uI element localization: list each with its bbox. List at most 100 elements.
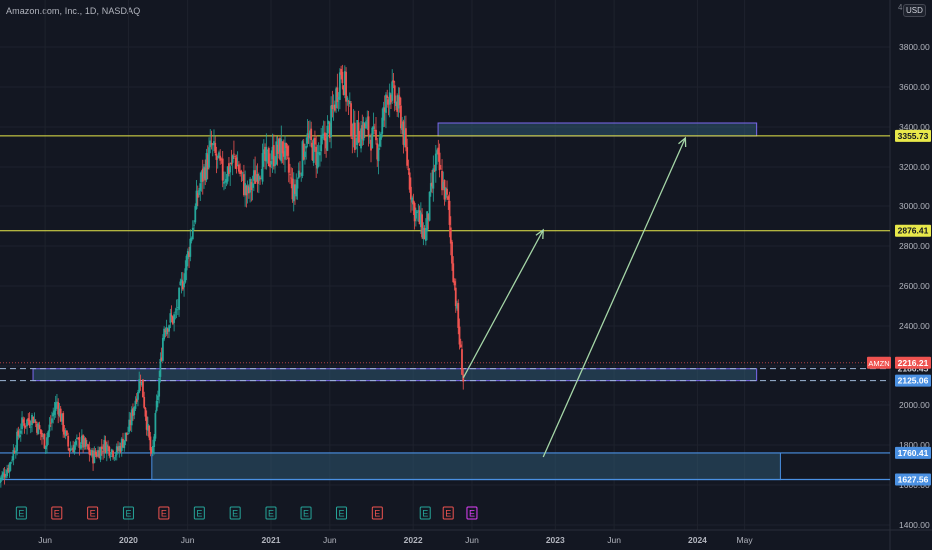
candle bbox=[194, 206, 197, 223]
candle bbox=[147, 423, 149, 431]
candle bbox=[266, 149, 269, 151]
candle bbox=[345, 71, 347, 102]
candle bbox=[282, 151, 285, 157]
candle bbox=[461, 349, 463, 375]
candle bbox=[148, 425, 151, 438]
candle bbox=[328, 123, 331, 139]
candle bbox=[41, 432, 43, 438]
candle bbox=[397, 95, 400, 109]
earnings-marker-label: E bbox=[161, 509, 167, 519]
candle bbox=[108, 446, 111, 456]
candle bbox=[109, 455, 112, 457]
price-tick-label: 1800.00 bbox=[899, 440, 930, 450]
candle bbox=[181, 281, 184, 290]
candle bbox=[249, 178, 252, 193]
candle bbox=[449, 227, 452, 244]
candle bbox=[291, 178, 294, 200]
candle bbox=[448, 200, 451, 225]
candle bbox=[245, 186, 248, 196]
candle bbox=[277, 138, 280, 152]
candle bbox=[441, 171, 443, 191]
candle bbox=[290, 177, 293, 179]
price-tick-label: 3000.00 bbox=[899, 201, 930, 211]
candle bbox=[264, 146, 266, 161]
candle bbox=[102, 450, 104, 452]
candle bbox=[193, 224, 195, 226]
candle bbox=[261, 153, 264, 182]
candle bbox=[123, 440, 126, 449]
candle bbox=[150, 448, 153, 453]
earnings-marker: E bbox=[442, 506, 454, 520]
candle bbox=[341, 71, 344, 84]
candle bbox=[406, 147, 409, 166]
currency-badge[interactable]: USD bbox=[903, 4, 926, 17]
candle bbox=[164, 330, 167, 333]
candle bbox=[270, 161, 273, 165]
candle bbox=[74, 440, 77, 445]
symbol-title: Amazon.com, Inc., 1D, NASDAQ bbox=[6, 6, 141, 16]
candle bbox=[14, 450, 17, 454]
candle bbox=[409, 186, 412, 200]
candle bbox=[372, 126, 375, 129]
support-price-label-text: 1627.56 bbox=[898, 474, 929, 484]
candle bbox=[163, 328, 166, 340]
candle bbox=[180, 279, 183, 283]
earnings-marker-label: E bbox=[90, 509, 96, 519]
candle bbox=[82, 435, 85, 448]
candle bbox=[437, 147, 440, 155]
candle bbox=[28, 419, 31, 426]
resistance-price-label-bg bbox=[895, 224, 931, 237]
scale-mode-indicator[interactable]: 4 bbox=[898, 3, 903, 12]
candle bbox=[457, 302, 460, 328]
candle bbox=[362, 121, 365, 141]
candle bbox=[78, 437, 81, 448]
candle bbox=[161, 338, 164, 361]
candle bbox=[9, 462, 12, 464]
candle bbox=[377, 148, 380, 162]
candle bbox=[260, 178, 263, 180]
candle bbox=[269, 164, 271, 168]
resistance-zone bbox=[437, 122, 758, 137]
candle bbox=[275, 141, 278, 165]
candle bbox=[353, 122, 356, 150]
candle bbox=[257, 175, 260, 181]
level-price-label-text: 2125.06 bbox=[898, 376, 929, 386]
candle bbox=[323, 132, 326, 141]
candle bbox=[199, 183, 202, 191]
level-price-label: 2125.06 bbox=[895, 374, 931, 387]
candle bbox=[165, 327, 168, 335]
candle bbox=[51, 418, 53, 423]
earnings-marker-label: E bbox=[422, 509, 428, 519]
candle bbox=[21, 417, 23, 430]
candle bbox=[340, 69, 342, 75]
candle bbox=[200, 171, 203, 182]
candle bbox=[342, 85, 345, 95]
candle bbox=[168, 325, 171, 332]
time-tick-label: Jun bbox=[607, 535, 621, 545]
mid-support-zone bbox=[32, 368, 758, 382]
candle bbox=[320, 134, 323, 152]
candle bbox=[170, 315, 173, 317]
candle bbox=[392, 80, 395, 83]
earnings-marker-box bbox=[229, 506, 241, 520]
earnings-marker-box bbox=[158, 506, 170, 520]
candle bbox=[56, 401, 58, 403]
earnings-marker: E bbox=[466, 506, 478, 520]
candle bbox=[230, 162, 233, 165]
candle bbox=[383, 107, 386, 112]
candle bbox=[252, 170, 255, 181]
candle bbox=[87, 444, 90, 450]
candle bbox=[375, 129, 377, 141]
candle bbox=[247, 187, 250, 194]
candle bbox=[205, 152, 208, 180]
candle bbox=[137, 392, 139, 400]
candle bbox=[453, 281, 456, 286]
candle bbox=[382, 107, 385, 121]
earnings-marker-box bbox=[193, 506, 205, 520]
candle bbox=[319, 152, 321, 156]
candle bbox=[4, 476, 7, 478]
